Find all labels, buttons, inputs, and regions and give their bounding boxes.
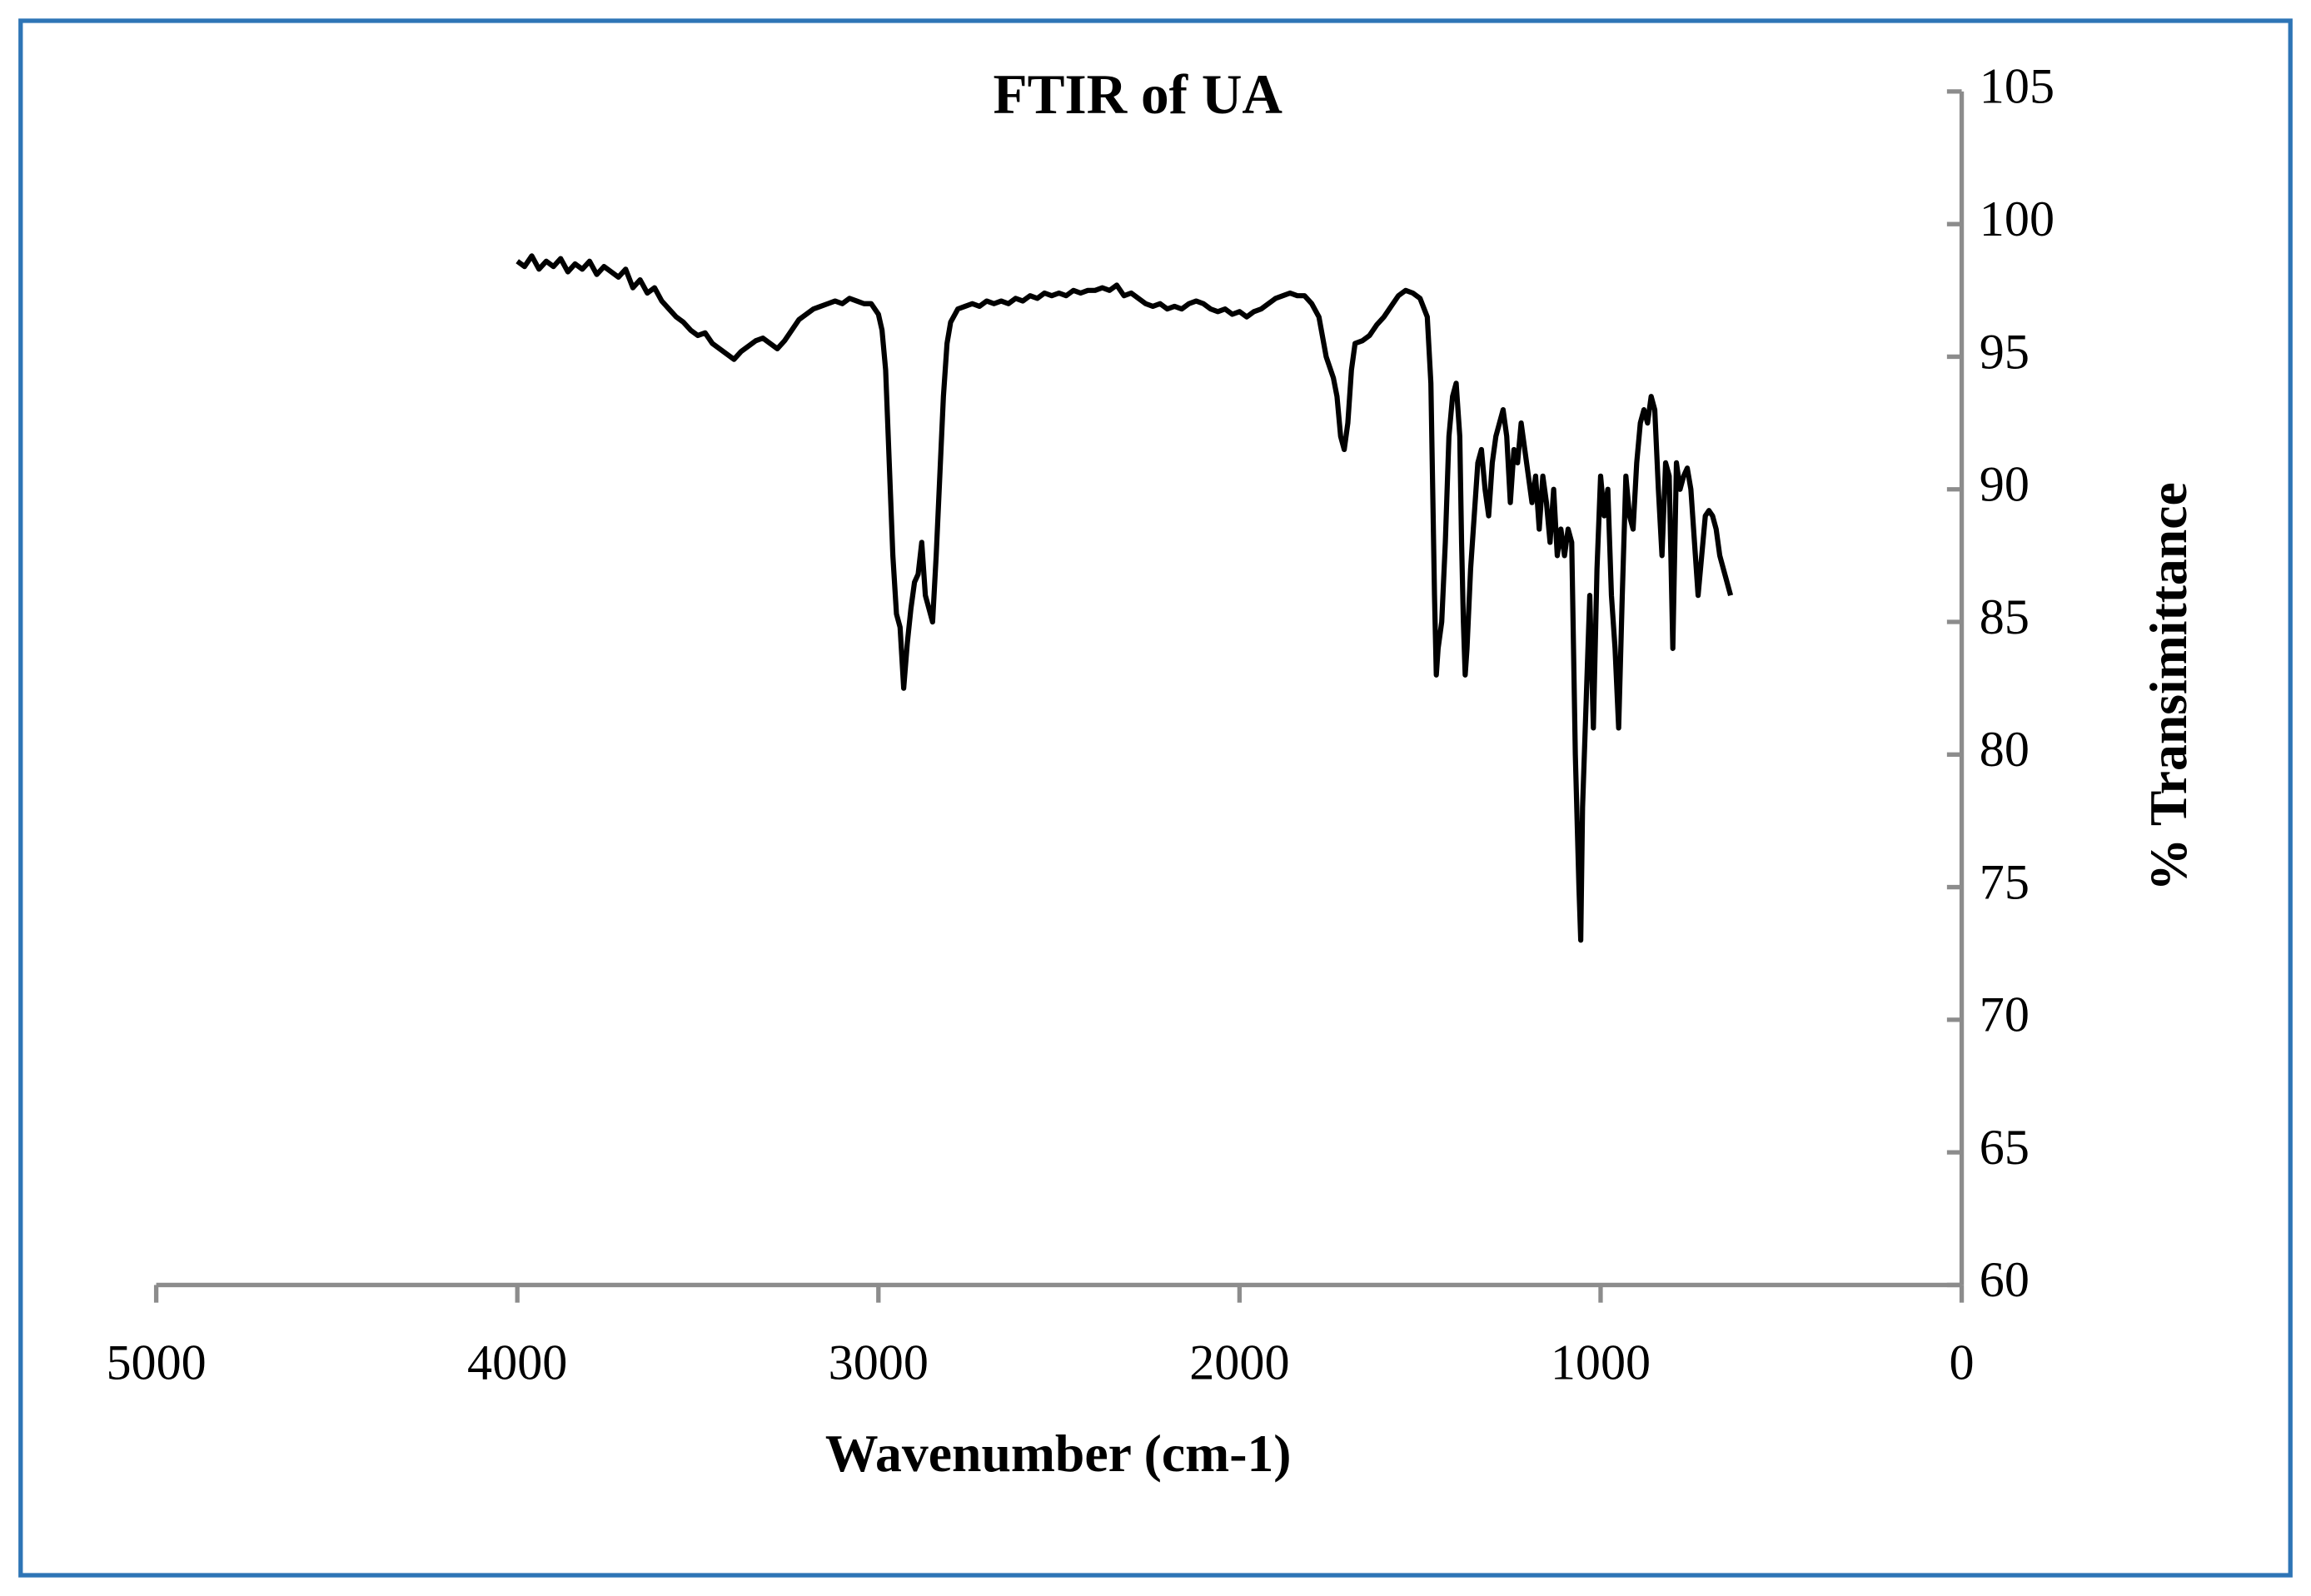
x-tick-label: 5000 [106, 1335, 206, 1390]
y-axis-label: % Transimittance [2139, 482, 2198, 891]
y-tick-label: 90 [1980, 457, 2030, 513]
x-tick-label: 0 [1950, 1335, 1975, 1390]
x-tick-label: 4000 [467, 1335, 567, 1390]
y-tick-label: 105 [1980, 59, 2054, 115]
y-tick-label: 85 [1980, 589, 2030, 645]
y-tick-label: 75 [1980, 854, 2030, 910]
y-tick-label: 60 [1980, 1252, 2030, 1308]
y-tick-label: 100 [1980, 191, 2054, 247]
x-axis-label: Wavenumber (cm-1) [825, 1424, 1292, 1483]
y-tick-label: 95 [1980, 324, 2030, 380]
x-tick-label: 3000 [829, 1335, 929, 1390]
spectrum-line [515, 253, 1734, 943]
x-tick-label: 2000 [1189, 1335, 1289, 1390]
x-tick-label: 1000 [1551, 1335, 1651, 1390]
y-tick-label: 70 [1980, 987, 2030, 1043]
y-tick-label: 65 [1980, 1120, 2030, 1176]
chart-title: FTIR of UA [994, 63, 1283, 126]
frame [18, 18, 2293, 1578]
y-tick-label: 80 [1980, 722, 2030, 778]
